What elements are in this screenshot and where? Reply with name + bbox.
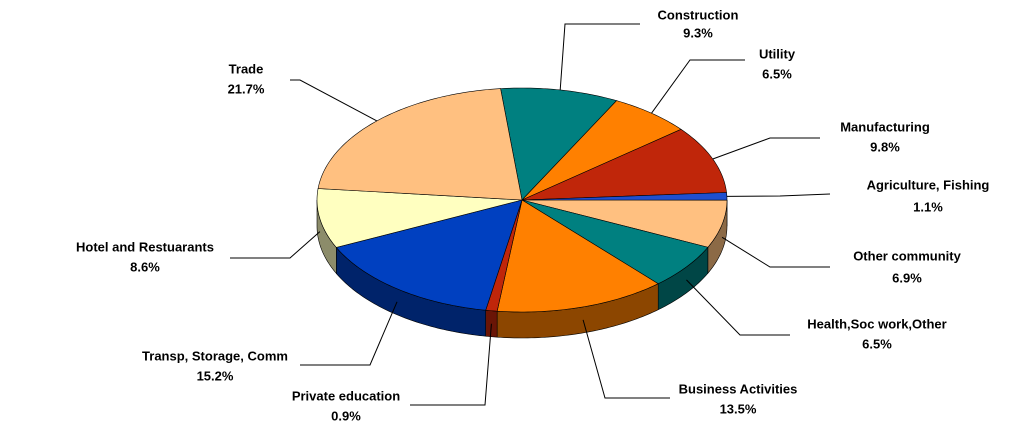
pie-slice — [521, 199, 728, 248]
category-label: Manufacturing — [840, 119, 930, 134]
leader-line — [582, 319, 670, 399]
leader-line — [686, 279, 790, 336]
leader-line — [410, 323, 492, 406]
pie-side — [485, 309, 498, 338]
value-label: 0.9% — [331, 408, 361, 423]
leader-line — [712, 137, 820, 160]
value-label: 9.3% — [683, 25, 713, 40]
pie-slice — [521, 100, 682, 201]
pie-slice — [496, 199, 659, 313]
value-label: 6.5% — [862, 336, 892, 351]
pie-slice — [335, 199, 523, 311]
value-label: 21.7% — [228, 81, 265, 96]
leader-line — [651, 59, 745, 114]
leader-line — [721, 236, 830, 268]
category-label: Construction — [658, 7, 739, 22]
value-label: 15.2% — [197, 368, 234, 383]
category-label: Private education — [292, 388, 400, 403]
value-label: 9.8% — [870, 139, 900, 154]
leader-line — [230, 231, 321, 259]
value-label: 13.5% — [720, 401, 757, 416]
category-label: Hotel and Restuarants — [76, 239, 214, 254]
category-label: Trade — [229, 61, 264, 76]
category-label: Transp, Storage, Comm — [142, 348, 288, 363]
category-label: Health,Soc work,Other — [807, 316, 946, 331]
value-label: 8.6% — [130, 259, 160, 274]
category-label: Other community — [853, 248, 961, 263]
leader-line — [559, 23, 640, 90]
category-label: Agriculture, Fishing — [867, 177, 990, 192]
value-label: 6.9% — [892, 270, 922, 285]
pie-slice — [521, 199, 709, 285]
pie-slice — [316, 188, 523, 248]
leader-line — [300, 301, 398, 366]
leader-line — [290, 79, 378, 122]
category-label: Business Activities — [679, 381, 798, 396]
pie-slice — [521, 128, 727, 201]
leader-line — [726, 193, 831, 197]
category-label: Utility — [759, 46, 796, 61]
value-label: 1.1% — [913, 199, 943, 214]
value-label: 6.5% — [762, 66, 792, 81]
